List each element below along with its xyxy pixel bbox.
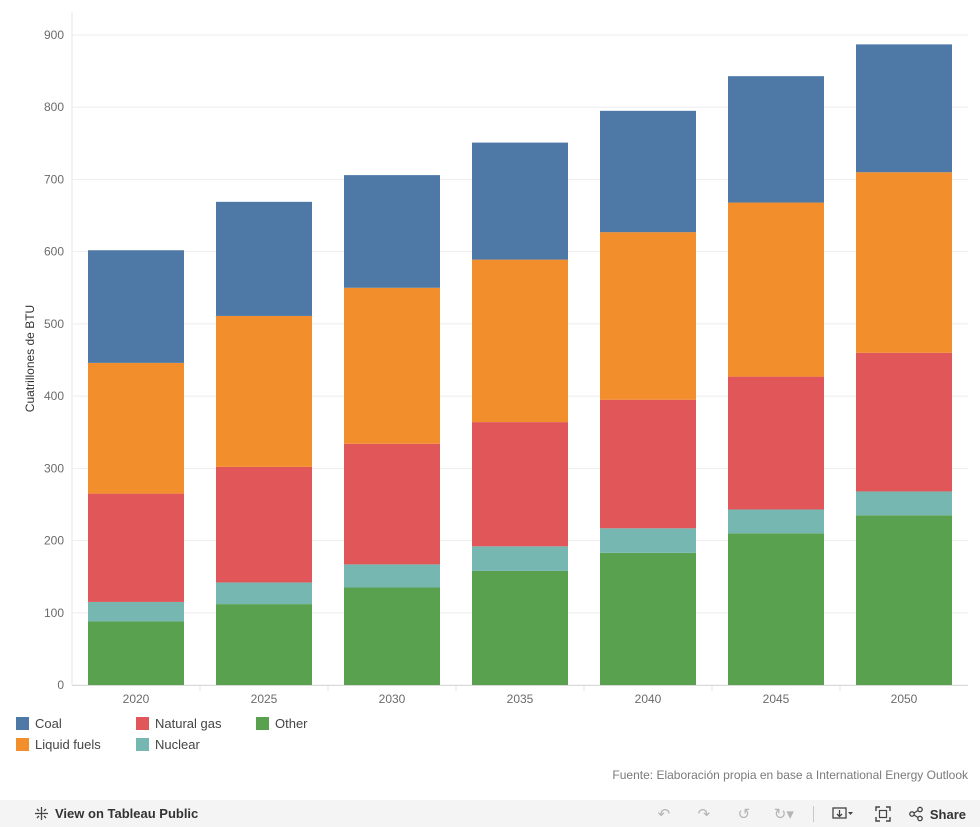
legend-label-liquid-fuels: Liquid fuels <box>35 737 101 752</box>
bar-segment-natural-gas <box>88 493 184 602</box>
bar-segment-natural-gas <box>216 466 312 583</box>
y-tick-label: 700 <box>44 172 64 186</box>
download-icon[interactable] <box>832 804 854 824</box>
bar-segment-other <box>728 533 824 685</box>
fullscreen-icon[interactable] <box>872 804 894 824</box>
y-tick-label: 200 <box>44 534 64 548</box>
bar-segment-liquid-fuels <box>472 259 568 423</box>
bar-segment-other <box>600 552 696 685</box>
bar-segment-natural-gas <box>472 422 568 547</box>
bar-segment-other <box>472 570 568 685</box>
stacked-bar-chart: 0 100 200 300 400 500 600 700 800 900 Cuatrillones… <box>23 12 968 706</box>
legend-swatch-natural-gas <box>136 717 149 730</box>
legend-label-nuclear: Nuclear <box>155 737 200 752</box>
bar-segment-natural-gas <box>728 376 824 510</box>
bar-segment-natural-gas <box>856 352 952 492</box>
bar-segment-other <box>344 587 440 685</box>
bar-segment-liquid-fuels <box>600 232 696 400</box>
bar-segment-nuclear <box>856 491 952 516</box>
y-tick-label: 400 <box>44 389 64 403</box>
x-tick-label: 2035 <box>507 692 534 706</box>
bar-segment-nuclear <box>216 582 312 605</box>
legend-item-liquid-fuels[interactable]: Liquid fuels <box>16 737 101 752</box>
legend: Coal Natural gas Other Liquid fuels Nucl… <box>16 716 436 758</box>
bar-segment-liquid-fuels <box>728 202 824 377</box>
bar-segment-coal <box>344 175 440 288</box>
y-tick-label: 900 <box>44 28 64 42</box>
bar-segment-liquid-fuels <box>216 315 312 467</box>
revert-icon[interactable]: ↺ <box>737 806 751 823</box>
bar-segment-coal <box>600 110 696 233</box>
bar-segment-other <box>88 621 184 685</box>
bar-segment-natural-gas <box>344 443 440 565</box>
bar-segment-other <box>216 604 312 685</box>
x-tick-label: 2025 <box>251 692 278 706</box>
share-button[interactable]: Share <box>908 806 966 822</box>
legend-swatch-coal <box>16 717 29 730</box>
bar-segment-coal <box>216 201 312 316</box>
y-tick-label: 500 <box>44 317 64 331</box>
bar-segment-other <box>856 515 952 685</box>
legend-item-other[interactable]: Other <box>256 716 308 731</box>
source-note: Fuente: Elaboración propia en base a Int… <box>612 768 968 782</box>
legend-item-natural-gas[interactable]: Natural gas <box>136 716 221 731</box>
bar-segment-coal <box>856 44 952 173</box>
legend-item-nuclear[interactable]: Nuclear <box>136 737 200 752</box>
bar-segment-coal <box>88 250 184 363</box>
x-tick-label: 2030 <box>379 692 406 706</box>
x-tick-label: 2020 <box>123 692 150 706</box>
y-tick-label: 800 <box>44 100 64 114</box>
share-label: Share <box>929 806 966 822</box>
x-tick-label: 2045 <box>763 692 790 706</box>
x-tick-label: 2040 <box>635 692 662 706</box>
legend-swatch-liquid-fuels <box>16 738 29 751</box>
legend-item-coal[interactable]: Coal <box>16 716 62 731</box>
y-axis-title: Cuatrillones de BTU <box>23 305 37 412</box>
x-tick-label: 2050 <box>891 692 918 706</box>
y-tick-label: 100 <box>44 606 64 620</box>
tableau-toolbar: View on Tableau Public ↶ ↷ ↺ ↻▾ Share <box>0 800 980 827</box>
y-tick-label: 300 <box>44 461 64 475</box>
bar-segment-liquid-fuels <box>856 172 952 353</box>
view-on-tableau-label: View on Tableau Public <box>55 806 199 821</box>
legend-label-other: Other <box>275 716 308 731</box>
legend-swatch-other <box>256 717 269 730</box>
share-icon <box>909 806 923 822</box>
legend-label-coal: Coal <box>35 716 62 731</box>
y-tick-label: 600 <box>44 245 64 259</box>
bar-segment-nuclear <box>344 564 440 588</box>
bar-segment-liquid-fuels <box>344 287 440 444</box>
view-on-tableau-link[interactable]: View on Tableau Public <box>34 806 198 821</box>
bar-segment-nuclear <box>88 601 184 622</box>
refresh-icon[interactable]: ↻▾ <box>773 806 794 823</box>
bar-segment-liquid-fuels <box>88 362 184 494</box>
bar-segment-nuclear <box>728 509 824 534</box>
bar-segment-coal <box>728 76 824 203</box>
tableau-logo-icon <box>35 807 48 820</box>
bar-segment-nuclear <box>600 528 696 553</box>
bar-segment-natural-gas <box>600 399 696 529</box>
bar-segment-coal <box>472 142 568 260</box>
legend-label-natural-gas: Natural gas <box>155 716 222 731</box>
legend-swatch-nuclear <box>136 738 149 751</box>
bar-segment-nuclear <box>472 546 568 571</box>
redo-icon[interactable]: ↷ <box>697 806 711 823</box>
toolbar-divider <box>812 806 814 822</box>
y-tick-label: 0 <box>57 678 64 692</box>
undo-icon[interactable]: ↶ <box>657 806 671 823</box>
